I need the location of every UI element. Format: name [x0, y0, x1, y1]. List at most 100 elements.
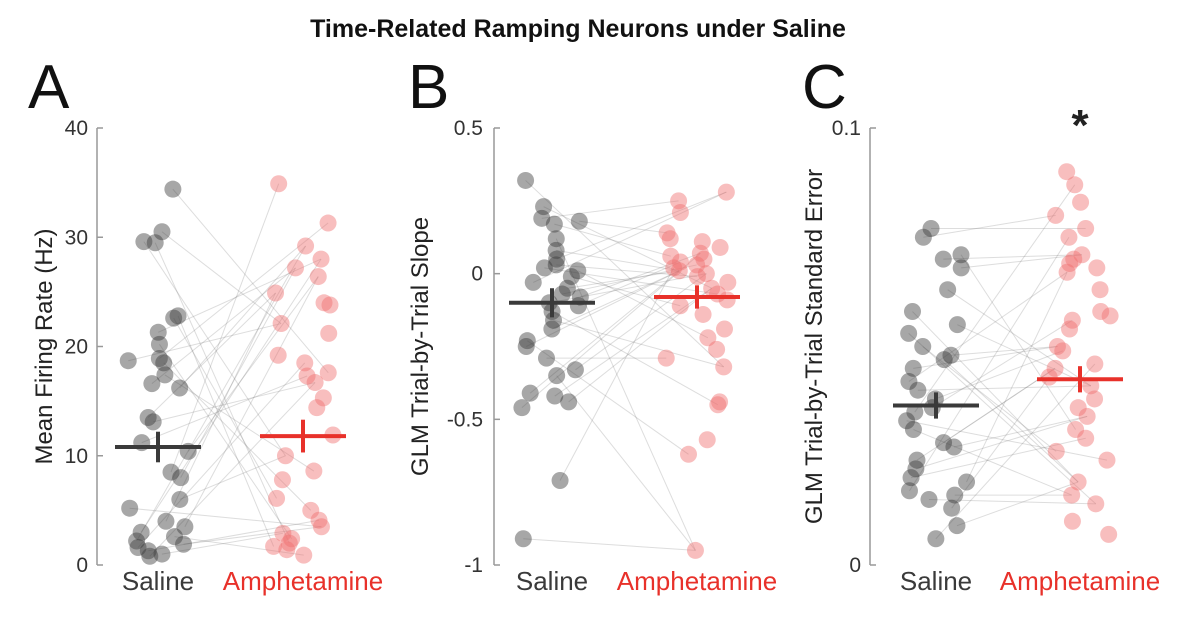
saline-point	[157, 512, 175, 530]
saline-point	[165, 309, 183, 327]
pair-line	[149, 382, 316, 557]
amphetamine-point	[286, 259, 304, 277]
amphetamine-point	[1061, 254, 1079, 272]
amphetamine-point	[699, 329, 717, 347]
pair-line	[147, 292, 276, 418]
saline-point	[906, 403, 924, 421]
pair-line	[916, 367, 1056, 461]
saline-point	[153, 545, 171, 563]
pair-line	[966, 271, 1068, 483]
amphetamine-point	[688, 256, 706, 274]
amphetamine-point	[1077, 220, 1095, 238]
amphetamine-point	[319, 364, 337, 382]
amphetamine-point	[280, 534, 298, 552]
saline-point	[141, 547, 159, 565]
pair-line	[943, 367, 1056, 444]
saline-point	[566, 361, 584, 379]
saline-point	[562, 268, 580, 286]
amphetamine-point	[671, 253, 689, 271]
saline-point	[935, 434, 953, 452]
amphetamine-point	[1073, 246, 1091, 264]
pair-line	[922, 346, 1057, 452]
pair-line	[956, 481, 1079, 527]
saline-point	[533, 209, 551, 227]
saline-point	[920, 490, 938, 508]
pair-line	[549, 273, 707, 304]
amphetamine-point	[312, 250, 330, 268]
panel-letter: A	[28, 53, 70, 122]
saline-point	[909, 381, 927, 399]
saline-point	[156, 366, 174, 384]
pair-line	[165, 292, 276, 522]
pair-line	[908, 271, 1068, 382]
significance-star: *	[1071, 101, 1089, 150]
pair-line	[935, 363, 1096, 540]
amphetamine-point	[711, 393, 729, 411]
amphetamine-point	[278, 541, 296, 559]
amphetamine-point	[1063, 512, 1081, 530]
pair-line	[154, 242, 290, 544]
amphetamine-point	[276, 447, 294, 465]
saline-point	[952, 259, 970, 277]
saline-point	[139, 409, 157, 427]
saline-point	[135, 233, 153, 251]
saline-point	[153, 223, 171, 241]
pair-line	[914, 184, 1076, 413]
amphetamine-point	[305, 462, 323, 480]
saline-point	[149, 323, 167, 341]
amphetamine-point	[688, 268, 706, 286]
saline-point	[543, 320, 561, 338]
amphetamine-point	[691, 244, 709, 262]
amphetamine-point	[314, 389, 332, 407]
amphetamine-point	[695, 250, 713, 268]
pair-line	[526, 270, 680, 347]
saline-point	[903, 303, 921, 321]
saline-point	[958, 473, 976, 491]
saline-point	[907, 460, 925, 478]
amphetamine-point	[1065, 250, 1083, 268]
pair-line	[523, 538, 696, 551]
amphetamine-point	[297, 237, 315, 255]
saline-point	[121, 499, 139, 517]
amphetamine-point	[272, 315, 290, 333]
amphetamine-point	[1040, 368, 1058, 386]
pair-line	[183, 526, 322, 545]
amphetamine-point	[1072, 193, 1090, 211]
y-tick-label: -0.5	[447, 408, 483, 431]
saline-point	[547, 241, 565, 259]
saline-point	[171, 490, 189, 508]
panel-a: A 0 10 20 30 40 Mean Firing Rate (Hz) Saline Amp…	[28, 53, 383, 596]
pair-line	[179, 455, 286, 500]
y-tick-label: 20	[65, 336, 88, 359]
y-tick-label: 0.5	[454, 117, 483, 140]
y-tick-label: -1	[464, 554, 483, 577]
amphetamine-point	[698, 431, 716, 449]
amphetamine-point	[295, 546, 313, 564]
saline-point	[144, 413, 162, 431]
saline-point	[927, 530, 945, 548]
x-category-label: Amphetamine	[617, 566, 777, 596]
amphetamine-point	[697, 265, 715, 283]
saline-point	[939, 281, 957, 299]
amphetamine-point	[1069, 399, 1087, 417]
y-tick-label: 0	[76, 554, 88, 577]
pair-line	[180, 267, 296, 478]
amphetamine-point	[298, 367, 316, 385]
amphetamine-point	[302, 501, 320, 519]
pair-line	[177, 315, 275, 547]
x-category-label: Amphetamine	[1000, 566, 1160, 596]
pair-line	[129, 507, 322, 528]
pair-line	[140, 258, 322, 533]
pair-line	[935, 350, 1063, 400]
amphetamine-point	[657, 349, 675, 367]
saline-point	[952, 246, 970, 264]
saline-point	[922, 220, 940, 238]
amphetamine-point	[1088, 259, 1106, 277]
pair-line	[148, 519, 320, 552]
amphetamine-point	[693, 233, 711, 251]
pair-line	[961, 254, 1082, 269]
saline-point	[943, 499, 961, 517]
amphetamine-point	[1077, 429, 1095, 447]
amphetamine-point	[671, 297, 689, 315]
